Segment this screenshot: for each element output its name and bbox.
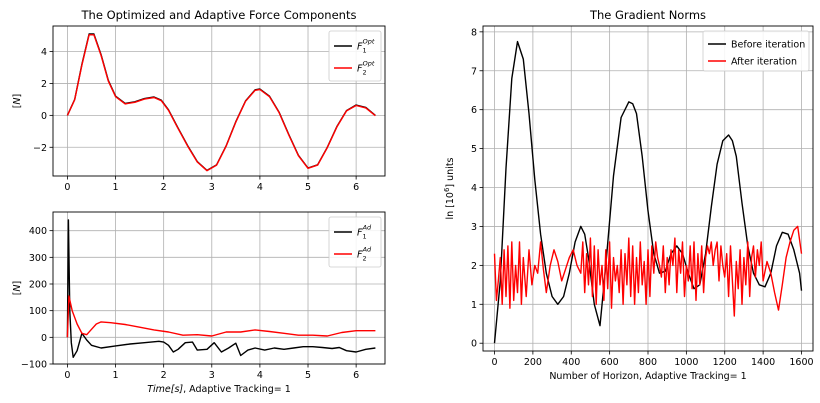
x-tick-label: 1600	[789, 357, 813, 368]
y-tick-label: 2	[41, 79, 47, 90]
legend-symbol: F	[357, 64, 363, 75]
x-tick-label: 2	[161, 370, 167, 381]
legend-superscript: Opt	[363, 60, 375, 68]
y-label-bracket-open: [	[12, 105, 23, 109]
x-axis-label: Time[s], Adaptive Tracking= 1	[147, 384, 291, 395]
chart-title: The Optimized and Adaptive Force Compone…	[81, 8, 357, 22]
x-axis-label-italic: Time[s]	[147, 384, 183, 395]
legend: Before iteration After iteration	[702, 30, 810, 72]
series-line-1	[66, 219, 376, 358]
x-tick-label: 1	[113, 370, 119, 381]
y-tick-label: 400	[29, 226, 47, 237]
y-tick-label: 200	[29, 280, 47, 291]
x-tick-label: 1400	[751, 357, 775, 368]
legend-label-1: Before iteration	[731, 40, 805, 51]
legend-symbol: F	[357, 228, 363, 239]
y-tick-label: 300	[29, 253, 47, 264]
y-tick-label: 4	[41, 47, 47, 58]
legend-symbol: F	[357, 42, 363, 53]
legend-box	[702, 30, 810, 72]
plot-1: 0 1 2 3 4 5 6 −100 0 100 200 300 400 Time[s], Adaptiv…	[12, 211, 386, 395]
x-axis-label: Number of Horizon, Adaptive Tracking= 1	[549, 371, 746, 382]
x-tick-label: 3	[209, 370, 215, 381]
series-line-2	[66, 295, 376, 338]
y-label-bracket-close: ]	[12, 281, 23, 285]
chart-title: The Gradient Norms	[589, 8, 706, 22]
legend-label-1: F1Ad	[357, 224, 372, 241]
legend-subscript: 2	[362, 255, 366, 263]
x-tick-label: 5	[305, 182, 311, 193]
x-tick-label: 0	[64, 370, 70, 381]
legend-superscript: Ad	[362, 224, 372, 232]
x-axis-label-rest: , Adaptive Tracking= 1	[183, 384, 291, 395]
y-label-rest: ] units	[445, 157, 456, 187]
y-tick-label: −100	[21, 360, 47, 371]
y-axis-label: [N]	[12, 94, 23, 109]
legend-superscript: Opt	[363, 38, 375, 46]
x-tick-label: 1200	[713, 357, 737, 368]
series-line-1	[493, 40, 803, 344]
plot-frame	[52, 211, 386, 365]
legend-label-2: After iteration	[731, 57, 797, 68]
legend-subscript: 1	[362, 47, 366, 55]
y-tick-label: 2	[471, 261, 477, 272]
y-tick-label: 100	[29, 306, 47, 317]
y-label-unit: N	[12, 284, 23, 291]
plot-frame	[52, 25, 386, 177]
legend-box	[328, 216, 382, 268]
x-tick-label: 6	[353, 370, 359, 381]
x-tick-label: 0	[491, 357, 497, 368]
legend-label-1: F1Opt	[357, 38, 375, 55]
y-tick-label: 4	[471, 183, 477, 194]
y-tick-label: 5	[471, 144, 477, 155]
y-tick-label: 6	[471, 105, 477, 116]
plot-2: 0 200 400 600 800 1000 1200 1400 1600 0 1 2 3 4 5 6 7 8 Th…	[443, 8, 814, 382]
x-tick-label: 0	[64, 182, 70, 193]
y-axis-label: ln [106] units	[443, 157, 456, 219]
legend-symbol: F	[357, 250, 363, 261]
series-line-2	[493, 225, 803, 317]
legend-subscript: 1	[362, 233, 366, 241]
y-tick-label: 0	[41, 333, 47, 344]
legend-label-2: F2Opt	[357, 60, 375, 77]
y-tick-label: 0	[41, 111, 47, 122]
y-label-bracket-open: [	[12, 292, 23, 296]
y-tick-label: 1	[471, 300, 477, 311]
x-tick-label: 600	[601, 357, 619, 368]
x-tick-label: 6	[353, 182, 359, 193]
x-tick-label: 200	[524, 357, 542, 368]
y-label-unit: N	[12, 97, 23, 104]
y-tick-label: 3	[471, 222, 477, 233]
y-label-base: ln [10	[445, 192, 456, 219]
x-tick-label: 800	[639, 357, 657, 368]
y-tick-label: −2	[33, 143, 47, 154]
plot-0: 0 1 2 3 4 5 6 −2 0 2 4 The Optimized and Adaptive F…	[12, 8, 386, 193]
x-tick-label: 5	[305, 370, 311, 381]
y-label-bracket-close: ]	[12, 94, 23, 98]
y-tick-label: 0	[471, 339, 477, 350]
y-axis-label: [N]	[12, 281, 23, 296]
x-tick-label: 2	[161, 182, 167, 193]
legend-subscript: 2	[362, 69, 366, 77]
legend-label-2: F2Ad	[357, 246, 372, 263]
x-tick-label: 1000	[674, 357, 698, 368]
x-tick-label: 4	[257, 370, 263, 381]
y-label-exponent: 6	[443, 187, 451, 192]
x-tick-label: 1	[113, 182, 119, 193]
x-tick-label: 3	[209, 182, 215, 193]
series-line-2	[66, 34, 376, 172]
x-tick-label: 4	[257, 182, 263, 193]
x-tick-label: 400	[562, 357, 580, 368]
legend-superscript: Ad	[362, 246, 372, 254]
y-tick-label: 8	[471, 27, 477, 38]
y-tick-label: 7	[471, 66, 477, 77]
